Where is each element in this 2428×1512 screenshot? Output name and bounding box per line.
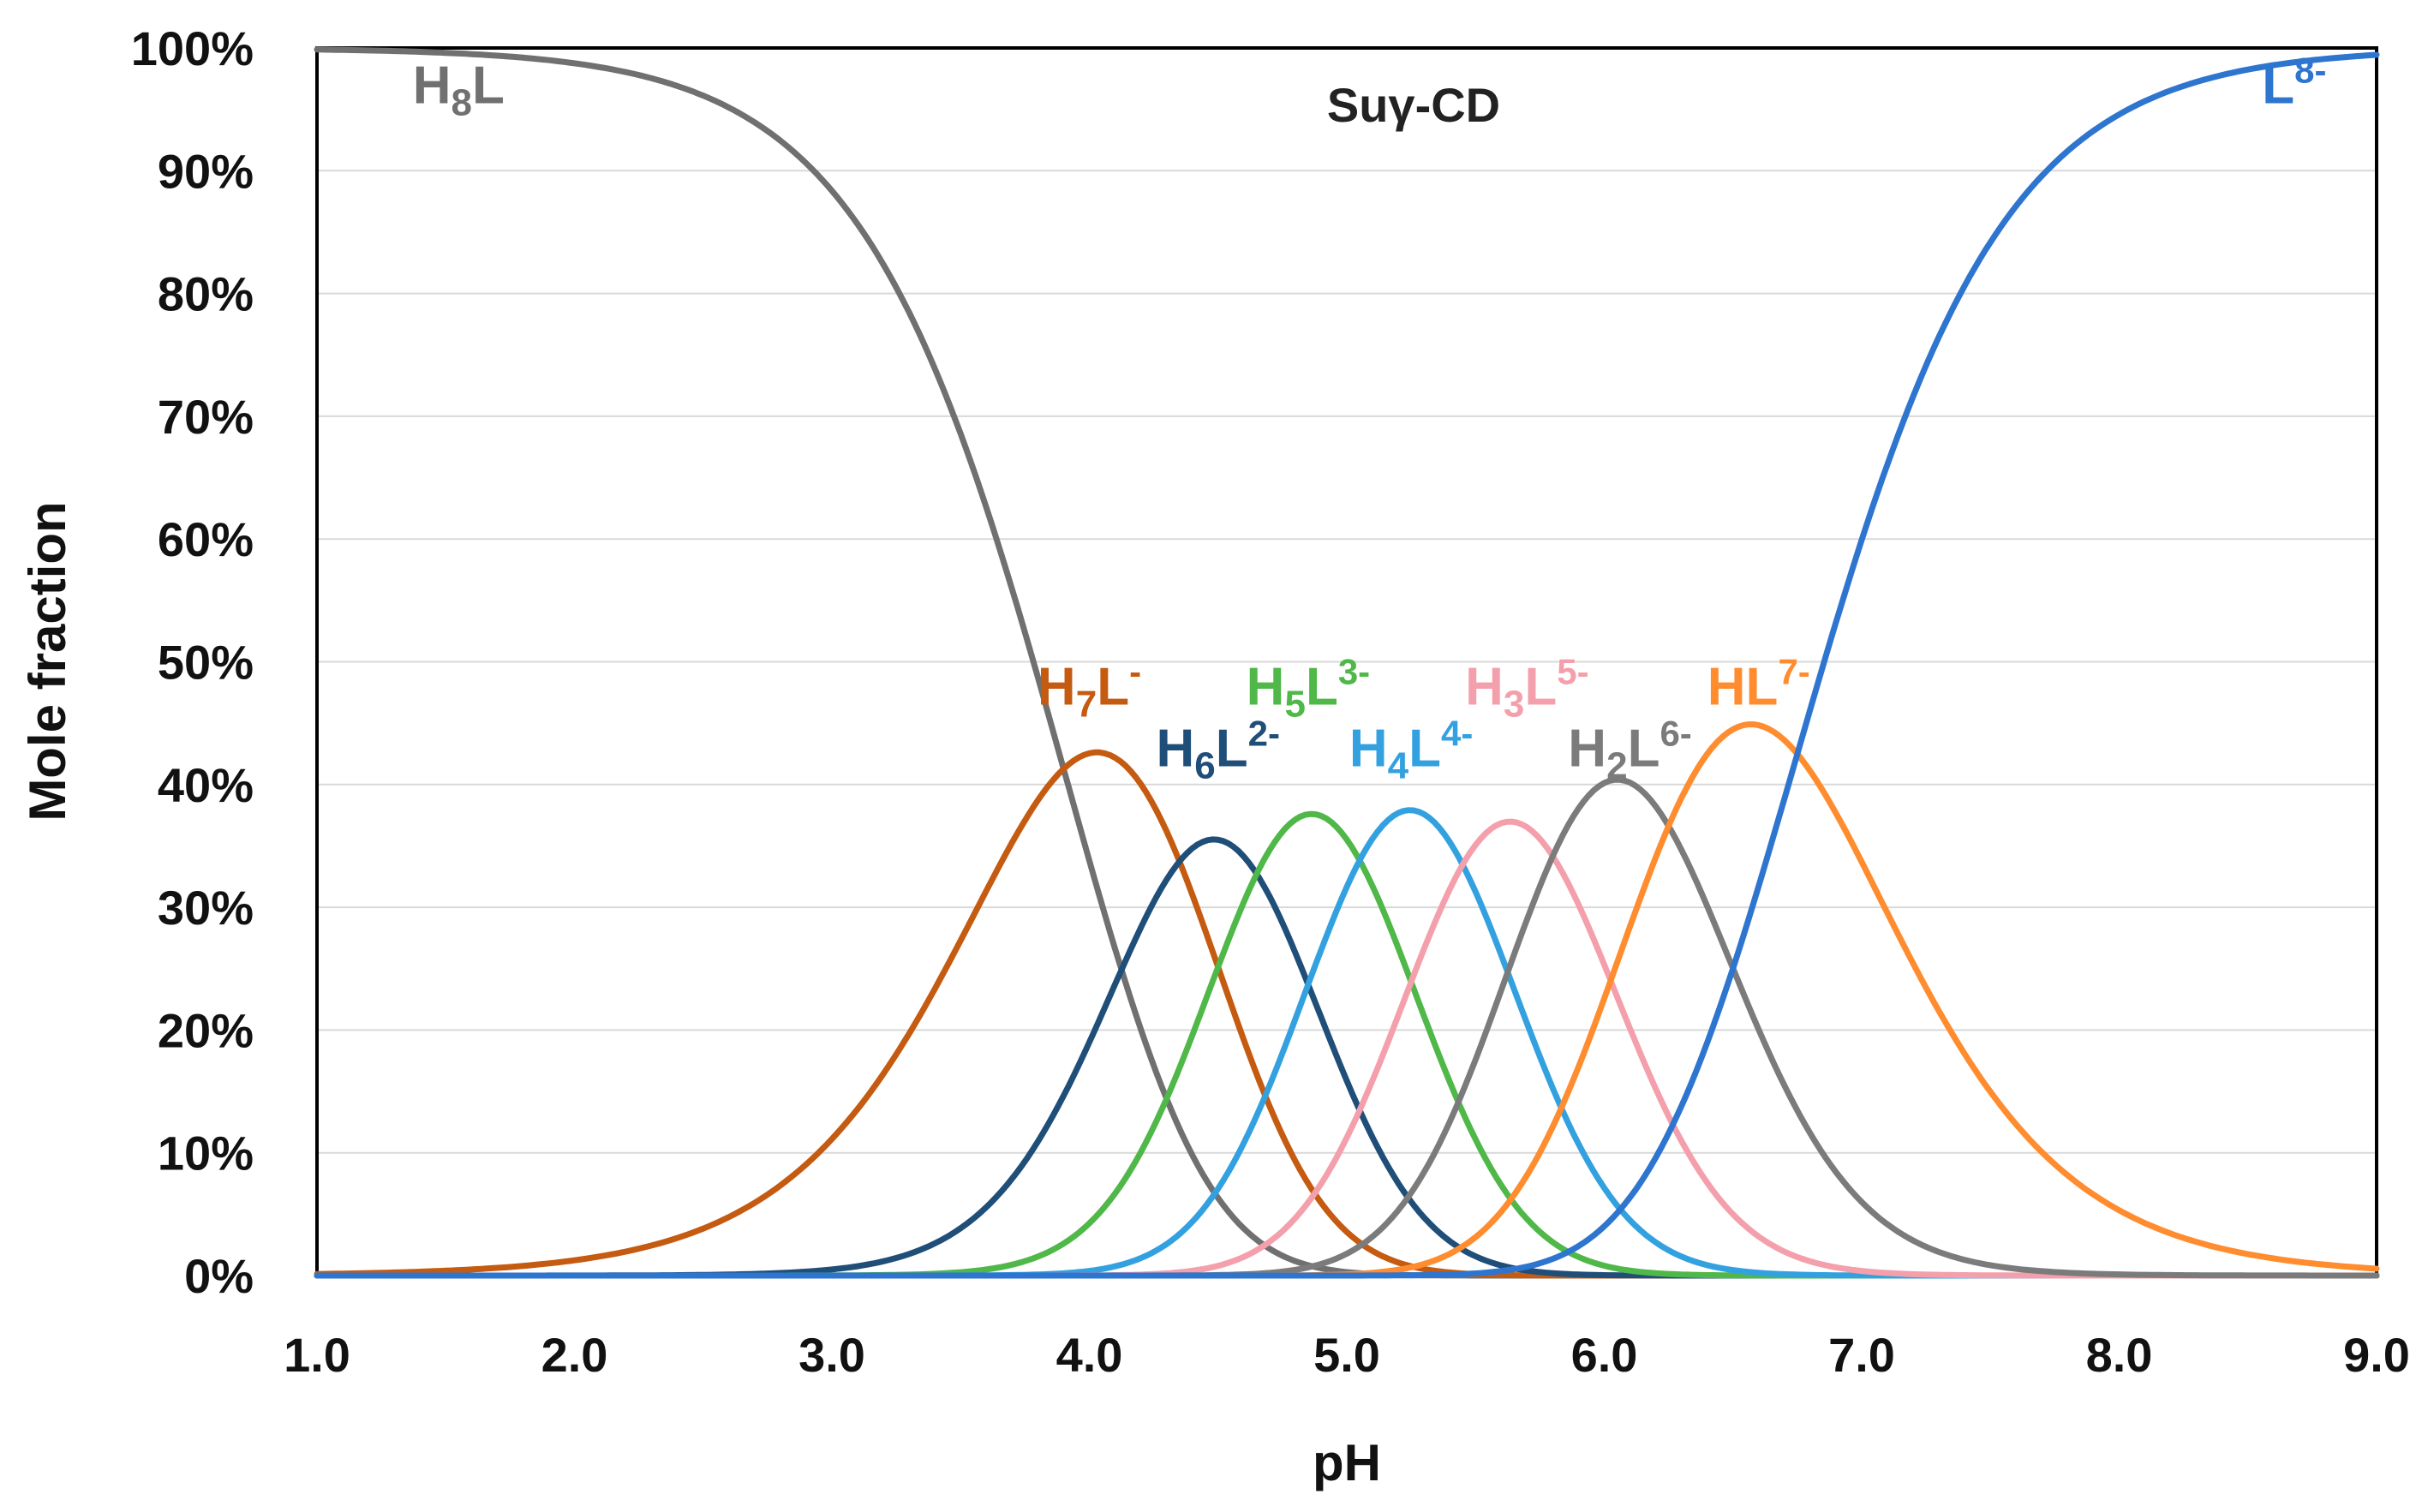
y-tick-labels: 0% 10% 20% 30% 40% 50% 60% 70% 80% 90% 100% [131, 21, 254, 1303]
series-layer [314, 46, 2380, 1279]
series-label-h2l6-: H2L6- [1568, 713, 1692, 786]
x-tick-label: 8.0 [2086, 1328, 2153, 1382]
y-tick-label: 90% [158, 144, 254, 198]
y-tick-label: 70% [158, 390, 254, 444]
series-labels: H8L H7L-H6L2-H5L3-H4L4-H3L5-H2L6-HL7- L8- [413, 50, 2327, 786]
series-label-h3l5-: H3L5- [1465, 652, 1589, 726]
x-tick-label: 2.0 [541, 1328, 608, 1382]
series-line-h2l6- [314, 776, 2380, 1279]
x-tick-label: 9.0 [2343, 1328, 2410, 1382]
series-line-h4l4- [314, 807, 2380, 1279]
y-tick-label: 60% [158, 512, 254, 566]
series-line-hl7- [314, 721, 2380, 1279]
y-tick-label: 0% [184, 1249, 254, 1303]
x-tick-label: 4.0 [1056, 1328, 1123, 1382]
x-tick-labels: 1.0 2.0 3.0 4.0 5.0 6.0 7.0 8.0 9.0 [284, 1328, 2410, 1382]
series-label-hl7-: HL7- [1707, 652, 1810, 717]
series-label-h6l2-: H6L2- [1157, 713, 1281, 786]
chart-title: Suγ-CD [1327, 78, 1500, 132]
x-tick-label: 3.0 [798, 1328, 865, 1382]
y-tick-label: 40% [158, 758, 254, 812]
series-line-l8- [314, 51, 2380, 1279]
series-line-h7l- [314, 749, 2380, 1279]
x-tick-label: 6.0 [1571, 1328, 1638, 1382]
y-tick-label: 10% [158, 1127, 254, 1180]
y-tick-label: 80% [158, 267, 254, 321]
y-tick-label: 30% [158, 881, 254, 935]
series-label-l8-: L8- [2262, 50, 2326, 115]
grid-layer [317, 170, 2377, 1154]
x-tick-label: 7.0 [1828, 1328, 1895, 1382]
x-tick-label: 1.0 [284, 1328, 350, 1382]
series-line-h6l2- [314, 836, 2380, 1279]
series-label-h7l-: H7L- [1038, 652, 1141, 726]
y-tick-label: 20% [158, 1003, 254, 1057]
y-axis-title: Mole fraction [19, 501, 76, 821]
x-axis-title: pH [1313, 1434, 1381, 1491]
series-label-h4l4-: H4L4- [1349, 713, 1474, 786]
series-label-h5l3-: H5L3- [1247, 652, 1371, 726]
y-tick-label: 50% [158, 636, 254, 690]
series-label-h8l: H8L [413, 56, 505, 123]
y-tick-label: 100% [131, 21, 254, 75]
x-tick-label: 5.0 [1313, 1328, 1380, 1382]
